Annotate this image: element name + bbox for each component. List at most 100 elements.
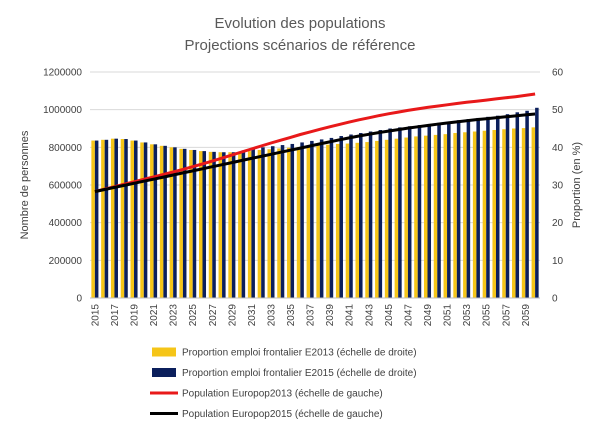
bar-e2015 — [368, 131, 373, 298]
bar-e2015 — [495, 115, 500, 299]
x-tick-label: 2021 — [149, 304, 160, 327]
y-tick-left: 600000 — [49, 181, 83, 192]
bar-e2013 — [287, 147, 291, 298]
bar-e2015 — [359, 133, 363, 298]
bar-e2013 — [189, 149, 193, 298]
bar-e2015 — [134, 140, 138, 298]
x-tick-label: 2031 — [247, 304, 258, 327]
legend-entry: Population Europop2015 (échelle de gauch… — [182, 409, 383, 420]
bar-e2013 — [140, 142, 144, 298]
bar-e2013 — [394, 138, 399, 298]
bar-e2013 — [453, 133, 457, 298]
bar-e2015 — [231, 152, 236, 298]
bar-e2013 — [130, 140, 135, 298]
bar-e2013 — [120, 139, 125, 298]
x-tick-label: 2051 — [443, 304, 454, 327]
y-tick-right: 60 — [552, 68, 564, 79]
chart-title: Evolution des populations — [215, 15, 386, 32]
bar-e2013 — [198, 151, 203, 298]
x-tick-label: 2025 — [188, 304, 199, 327]
bar-e2015 — [280, 145, 285, 298]
bar-e2015 — [417, 125, 422, 298]
lines — [94, 92, 536, 194]
bar-e2015 — [153, 144, 158, 298]
bar-e2015 — [329, 137, 334, 298]
bar-e2015 — [515, 112, 520, 298]
bar-e2013 — [492, 130, 496, 298]
x-tick-label: 2029 — [227, 304, 238, 327]
y-ticks-left: 0 200000 400000 600000 800000 1000000 1200000 — [43, 68, 82, 305]
line-europop2015 — [94, 112, 536, 194]
bar-e2015 — [505, 114, 510, 298]
bar-e2015 — [476, 117, 480, 298]
x-tick-label: 2059 — [521, 304, 532, 327]
y-tick-left: 400000 — [49, 218, 83, 229]
bar-e2013 — [208, 151, 213, 298]
bar-e2015 — [124, 139, 128, 298]
bar-e2013 — [91, 140, 95, 298]
bar-e2013 — [335, 143, 340, 298]
bar-e2013 — [404, 137, 408, 298]
y-tick-right: 10 — [552, 256, 564, 267]
bar-e2015 — [388, 128, 392, 298]
x-tick-label: 2045 — [384, 304, 395, 327]
bar-e2015 — [437, 122, 441, 298]
x-tick-label: 2023 — [169, 304, 180, 327]
legend-swatch — [152, 347, 176, 357]
x-tick-label: 2015 — [90, 304, 101, 327]
bar-e2013 — [296, 146, 301, 298]
bar-e2013 — [277, 148, 281, 298]
bar-e2015 — [310, 140, 314, 298]
bar-e2013 — [247, 151, 252, 298]
bar-e2015 — [349, 134, 353, 298]
bar-e2013 — [443, 134, 448, 298]
bar-e2013 — [512, 128, 516, 298]
x-tick-label: 2049 — [423, 304, 434, 327]
bar-e2013 — [365, 142, 369, 298]
bar-e2013 — [472, 131, 477, 298]
y-tick-right: 50 — [552, 105, 564, 116]
bar-e2013 — [414, 136, 418, 298]
bar-e2015 — [456, 120, 461, 298]
bar-e2013 — [159, 145, 164, 298]
y-axis-label-right: Proportion (en %) — [571, 142, 583, 228]
bar-e2013 — [463, 132, 467, 298]
bar-e2015 — [202, 151, 207, 298]
legend-entry: Population Europop2013 (échelle de gauch… — [182, 389, 383, 400]
bar-e2015 — [486, 116, 490, 298]
x-tick-label: 2033 — [267, 304, 278, 327]
line-europop2013 — [94, 92, 536, 194]
bar-e2013 — [238, 151, 242, 298]
chart-subtitle: Projections scénarios de référence — [185, 37, 416, 54]
bar-e2015 — [378, 130, 383, 298]
y-tick-right: 20 — [552, 218, 564, 229]
y-tick-right: 0 — [552, 294, 558, 305]
y-tick-left: 0 — [76, 294, 82, 305]
x-tick-label: 2017 — [110, 304, 121, 327]
x-tick-label: 2055 — [482, 304, 493, 327]
bar-e2013 — [423, 135, 428, 298]
bar-e2013 — [257, 149, 262, 298]
x-tick-label: 2041 — [345, 304, 356, 327]
bar-e2013 — [345, 143, 350, 298]
bar-e2013 — [101, 139, 105, 298]
bar-e2015 — [290, 143, 295, 298]
bars — [91, 107, 539, 299]
bar-e2013 — [355, 142, 360, 298]
bar-e2013 — [531, 127, 536, 299]
bar-e2015 — [182, 148, 187, 298]
bar-e2015 — [192, 149, 197, 298]
y-tick-left: 1000000 — [43, 105, 82, 116]
bar-e2015 — [104, 139, 109, 298]
x-tick-label: 2037 — [306, 304, 317, 327]
x-tick-label: 2039 — [325, 304, 336, 327]
y-tick-left: 200000 — [49, 256, 83, 267]
bar-e2013 — [521, 128, 526, 298]
bar-e2013 — [150, 144, 154, 298]
bar-e2013 — [110, 138, 115, 298]
y-tick-right: 40 — [552, 143, 564, 154]
bar-e2013 — [228, 152, 232, 298]
x-tick-label: 2019 — [130, 304, 141, 327]
bar-e2015 — [398, 127, 402, 299]
